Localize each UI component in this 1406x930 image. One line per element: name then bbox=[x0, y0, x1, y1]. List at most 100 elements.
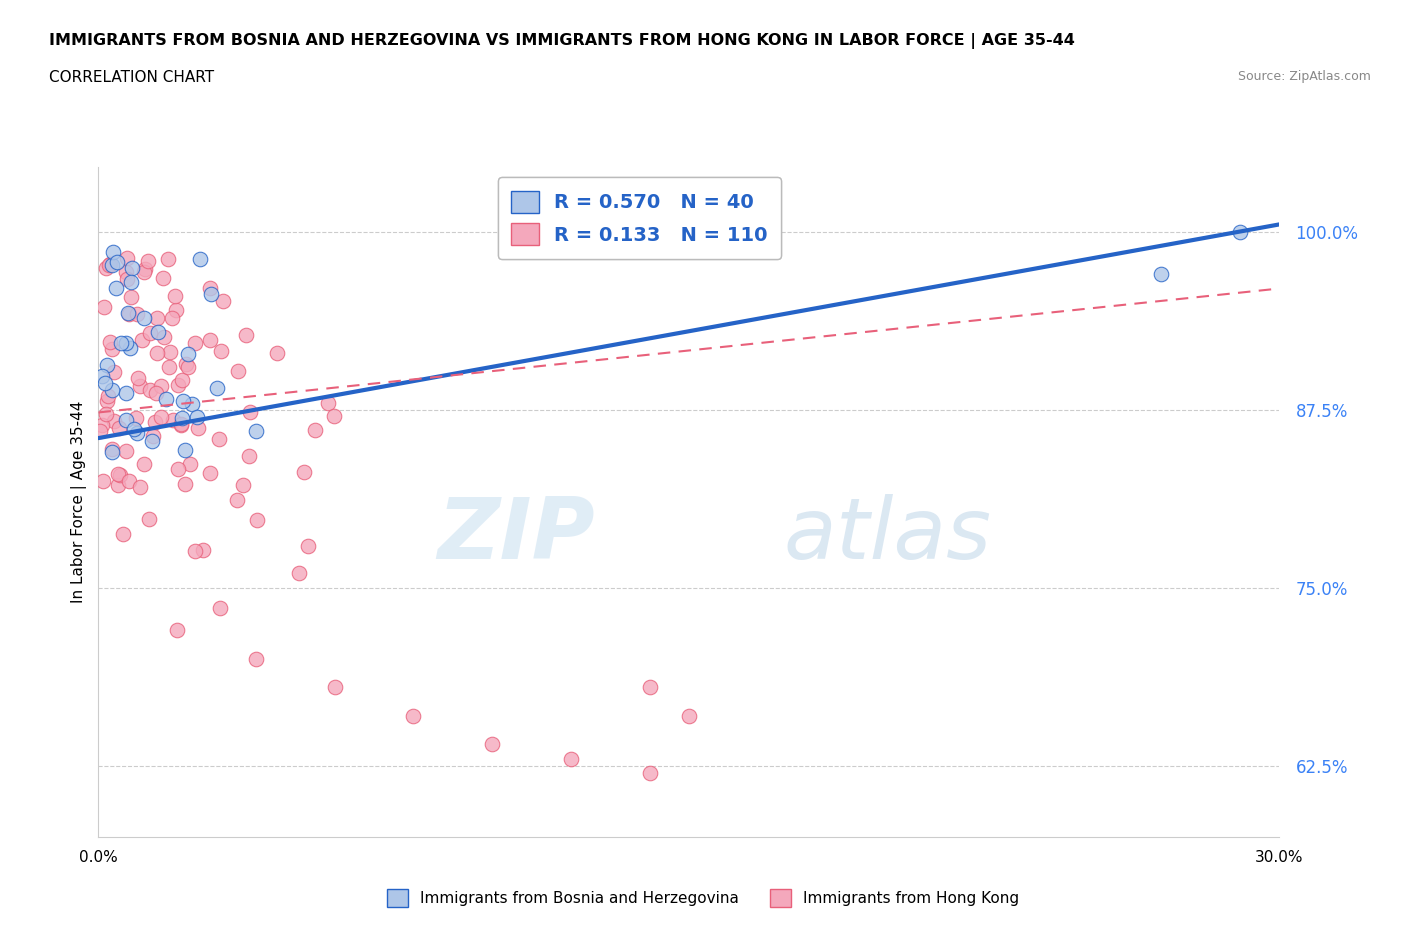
Point bbox=[156, 252, 179, 267]
Point bbox=[120, 275, 142, 290]
Point bbox=[152, 329, 174, 344]
Point bbox=[177, 346, 200, 361]
Point bbox=[125, 426, 148, 441]
Point bbox=[132, 264, 155, 279]
Point bbox=[111, 527, 134, 542]
Point bbox=[165, 289, 187, 304]
Point bbox=[94, 260, 117, 275]
Point bbox=[136, 253, 159, 268]
Point bbox=[174, 477, 197, 492]
Point bbox=[184, 543, 207, 558]
Point bbox=[148, 325, 170, 339]
Point bbox=[678, 709, 700, 724]
Point bbox=[101, 442, 124, 457]
Point bbox=[155, 392, 177, 406]
Point bbox=[118, 306, 141, 321]
Point bbox=[131, 333, 153, 348]
Point bbox=[110, 336, 132, 351]
Point bbox=[159, 344, 181, 359]
Point bbox=[172, 373, 194, 388]
Point bbox=[139, 382, 162, 397]
Point bbox=[93, 300, 115, 315]
Point bbox=[132, 311, 155, 325]
Point bbox=[208, 432, 231, 446]
Point bbox=[146, 311, 169, 325]
Point bbox=[209, 343, 232, 358]
Point bbox=[132, 457, 155, 472]
Point bbox=[198, 333, 221, 348]
Point bbox=[212, 294, 235, 309]
Point bbox=[180, 397, 202, 412]
Point bbox=[103, 414, 125, 429]
Point bbox=[166, 378, 188, 392]
Text: atlas: atlas bbox=[783, 494, 991, 578]
Point bbox=[316, 395, 339, 410]
Point bbox=[245, 652, 267, 667]
Point bbox=[1229, 224, 1251, 239]
Point bbox=[188, 251, 211, 266]
Point bbox=[121, 290, 143, 305]
Point bbox=[90, 418, 112, 432]
Point bbox=[96, 358, 118, 373]
Point bbox=[128, 480, 150, 495]
Point bbox=[134, 261, 156, 276]
Point bbox=[127, 371, 149, 386]
Point bbox=[149, 379, 172, 393]
Point bbox=[139, 326, 162, 340]
Point bbox=[288, 565, 311, 580]
Point bbox=[104, 281, 127, 296]
Point bbox=[128, 379, 150, 393]
Point bbox=[638, 765, 661, 780]
Point bbox=[142, 429, 165, 444]
Point bbox=[238, 448, 260, 463]
Point bbox=[323, 680, 346, 695]
Point bbox=[101, 341, 124, 356]
Point bbox=[200, 286, 222, 301]
Point bbox=[179, 457, 201, 472]
Point bbox=[198, 466, 221, 481]
Point bbox=[160, 311, 183, 325]
Point bbox=[152, 271, 174, 286]
Point bbox=[115, 413, 138, 428]
Point bbox=[101, 445, 124, 459]
Point bbox=[170, 418, 193, 432]
Point bbox=[118, 474, 141, 489]
Point bbox=[93, 473, 115, 488]
Y-axis label: In Labor Force | Age 35-44: In Labor Force | Age 35-44 bbox=[72, 401, 87, 604]
Point bbox=[209, 600, 232, 615]
Point bbox=[304, 422, 326, 437]
Point bbox=[297, 538, 319, 553]
Point bbox=[98, 256, 121, 271]
Point bbox=[125, 307, 148, 322]
Point bbox=[143, 414, 166, 429]
Point bbox=[150, 409, 173, 424]
Point bbox=[187, 420, 209, 435]
Point bbox=[294, 465, 316, 480]
Point bbox=[169, 417, 191, 432]
Point bbox=[198, 281, 221, 296]
Point bbox=[560, 751, 582, 766]
Point bbox=[107, 467, 129, 482]
Point bbox=[177, 360, 200, 375]
Point bbox=[228, 364, 250, 379]
Point bbox=[226, 493, 249, 508]
Point bbox=[245, 423, 267, 438]
Point bbox=[166, 623, 188, 638]
Point bbox=[186, 409, 208, 424]
Point bbox=[323, 408, 346, 423]
Point bbox=[638, 680, 661, 695]
Point bbox=[141, 433, 163, 448]
Point bbox=[97, 389, 120, 404]
Text: Source: ZipAtlas.com: Source: ZipAtlas.com bbox=[1237, 70, 1371, 83]
Point bbox=[115, 265, 138, 280]
Text: IMMIGRANTS FROM BOSNIA AND HERZEGOVINA VS IMMIGRANTS FROM HONG KONG IN LABOR FOR: IMMIGRANTS FROM BOSNIA AND HERZEGOVINA V… bbox=[49, 33, 1076, 48]
Point bbox=[115, 272, 138, 286]
Point bbox=[94, 406, 117, 421]
Point bbox=[120, 341, 142, 356]
Point bbox=[184, 335, 207, 350]
Point bbox=[114, 444, 136, 458]
Point bbox=[103, 365, 125, 379]
Legend: R = 0.570   N = 40, R = 0.133   N = 110: R = 0.570 N = 40, R = 0.133 N = 110 bbox=[498, 177, 782, 259]
Point bbox=[481, 737, 503, 751]
Point bbox=[125, 411, 148, 426]
